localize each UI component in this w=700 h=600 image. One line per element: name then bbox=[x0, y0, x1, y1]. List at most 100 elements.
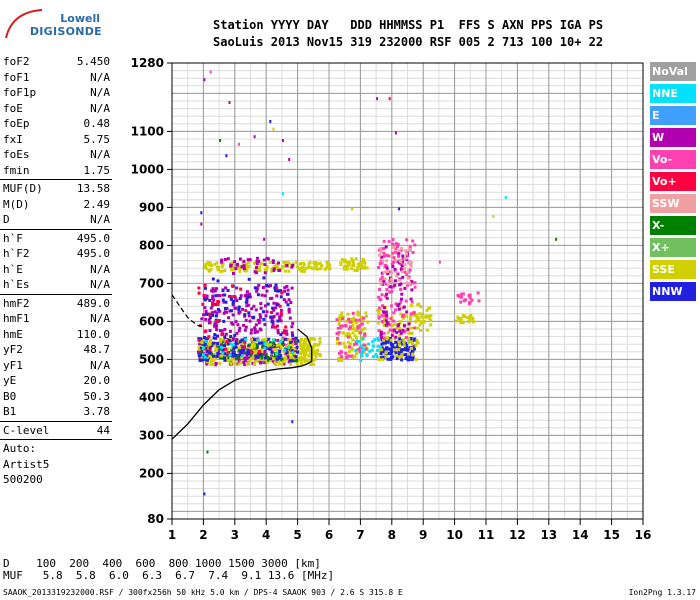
echo-point bbox=[249, 354, 253, 358]
echo-point bbox=[384, 282, 388, 286]
echo-point bbox=[299, 343, 303, 347]
echo-point bbox=[268, 343, 272, 347]
echo-point bbox=[232, 268, 236, 272]
echo-point bbox=[361, 337, 365, 340]
echo-point bbox=[291, 337, 295, 341]
echo-point bbox=[392, 328, 396, 332]
echo-point bbox=[353, 268, 357, 272]
echo-point bbox=[286, 303, 290, 307]
echo-point bbox=[410, 349, 414, 353]
echo-point bbox=[272, 308, 276, 312]
echo-point bbox=[266, 347, 270, 350]
echo-point bbox=[470, 298, 474, 302]
echo-point bbox=[200, 350, 203, 353]
echo-point bbox=[315, 351, 319, 355]
echo-point bbox=[361, 258, 365, 261]
echo-point bbox=[269, 315, 273, 319]
echo-point bbox=[337, 316, 341, 320]
echo-point bbox=[378, 297, 382, 301]
echo-point bbox=[468, 296, 472, 300]
echo-point bbox=[270, 325, 274, 329]
echo-point bbox=[299, 359, 303, 363]
echo-point bbox=[237, 265, 241, 269]
x-tick-label: 3 bbox=[231, 528, 239, 542]
echo-point bbox=[297, 267, 301, 271]
param-row: 500200 bbox=[0, 472, 112, 488]
echo-point bbox=[207, 269, 211, 273]
echo-point bbox=[381, 259, 385, 263]
echo-point bbox=[214, 319, 218, 323]
echo-point bbox=[345, 267, 349, 271]
param-label: B1 bbox=[3, 405, 17, 418]
echo-point bbox=[225, 340, 229, 344]
echo-point bbox=[358, 350, 362, 354]
echo-point bbox=[242, 264, 246, 268]
param-row: M(D) 2.49 bbox=[0, 197, 112, 213]
param-row: hmF2 489.0 bbox=[0, 296, 112, 312]
echo-point bbox=[408, 248, 412, 251]
echo-point bbox=[397, 348, 401, 352]
echo-point bbox=[283, 331, 287, 335]
echo-point bbox=[221, 348, 225, 352]
echo-point bbox=[356, 319, 360, 323]
echo-point bbox=[410, 304, 413, 308]
echo-point bbox=[222, 300, 226, 304]
echo-point bbox=[231, 313, 235, 317]
y-tick-label: 300 bbox=[139, 428, 164, 442]
echo-point bbox=[397, 340, 401, 344]
echo-point bbox=[272, 301, 276, 305]
echo-point bbox=[271, 259, 275, 263]
echo-point bbox=[384, 319, 388, 323]
echo-point bbox=[344, 260, 348, 264]
echo-point bbox=[400, 358, 404, 362]
echo-point bbox=[399, 268, 403, 272]
echo-point bbox=[419, 328, 422, 332]
echo-point bbox=[247, 311, 251, 315]
echo-point bbox=[284, 325, 288, 329]
echo-point bbox=[400, 264, 404, 268]
y-tick-label: 900 bbox=[139, 200, 164, 214]
echo-point bbox=[215, 261, 219, 265]
x-tick-label: 10 bbox=[446, 528, 463, 542]
echo-point bbox=[283, 348, 287, 352]
echo-point bbox=[346, 340, 350, 344]
echo-point bbox=[207, 263, 211, 267]
echo-point bbox=[200, 222, 203, 226]
echo-point bbox=[270, 311, 273, 314]
echo-point bbox=[217, 349, 221, 353]
echo-point bbox=[229, 297, 233, 301]
param-row: yF2 48.7 bbox=[0, 342, 112, 358]
echo-point bbox=[409, 337, 413, 340]
echo-point bbox=[404, 299, 408, 303]
echo-point bbox=[268, 344, 271, 348]
echo-point bbox=[291, 264, 295, 267]
echo-point bbox=[210, 264, 213, 268]
echo-point bbox=[336, 326, 340, 330]
echo-point bbox=[409, 346, 413, 350]
echo-point bbox=[355, 339, 359, 343]
echo-point bbox=[381, 356, 385, 360]
echo-point bbox=[407, 261, 411, 265]
param-row: B0 50.3 bbox=[0, 389, 112, 405]
echo-point bbox=[233, 260, 237, 264]
echo-point bbox=[389, 352, 393, 356]
echo-point bbox=[312, 350, 316, 354]
echo-point bbox=[461, 292, 465, 296]
echo-point bbox=[410, 358, 414, 361]
echo-point bbox=[394, 270, 398, 274]
echo-point bbox=[281, 341, 284, 345]
echo-point bbox=[419, 305, 423, 309]
echo-point bbox=[340, 258, 344, 262]
echo-point bbox=[386, 335, 390, 339]
echo-point bbox=[316, 267, 320, 271]
echo-point bbox=[361, 322, 364, 326]
param-row: hmE 110.0 bbox=[0, 327, 112, 343]
echo-point bbox=[416, 326, 420, 330]
echo-point bbox=[350, 267, 354, 271]
echo-point bbox=[256, 293, 260, 297]
echo-point bbox=[316, 348, 320, 352]
echo-point bbox=[361, 349, 365, 352]
echo-point bbox=[398, 327, 402, 330]
echo-point bbox=[351, 207, 353, 211]
echo-point bbox=[347, 350, 351, 354]
